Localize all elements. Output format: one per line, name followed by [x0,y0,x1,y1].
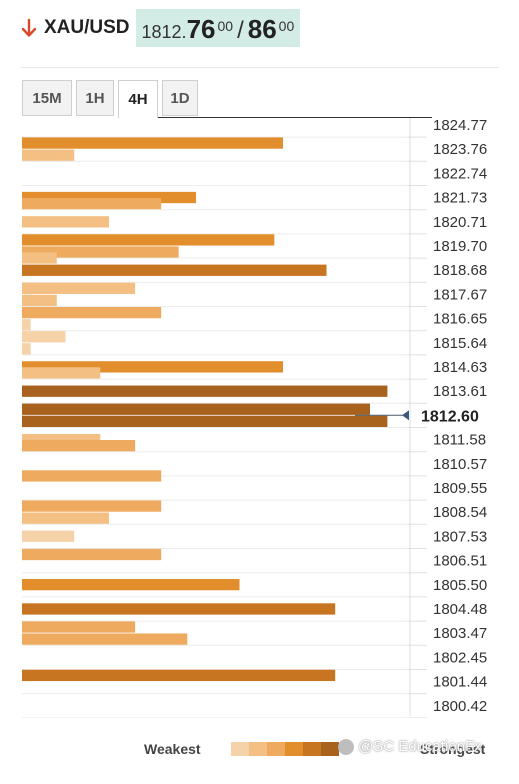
bar [22,548,162,561]
bar [22,470,162,482]
tab-1h[interactable]: 1H [76,80,114,116]
bid-fraction: 00 [217,18,234,34]
bar [22,282,136,294]
ask-fraction: 00 [278,18,295,34]
bar [22,500,162,512]
tick-label: 1816.65 [433,311,487,328]
down-arrow-icon [21,18,37,37]
current-price-pointer [402,410,409,421]
bar [22,252,57,264]
tick-label: 1823.76 [433,141,487,158]
bar [22,403,370,415]
bar [22,578,240,591]
bid-price: 76 [186,14,216,44]
social-icon [338,738,354,755]
tick-label: 1802.45 [433,649,487,666]
tab-4h[interactable]: 4H [118,80,158,118]
tick-label: 1815.64 [433,335,487,352]
bar [22,149,75,161]
strength-legend: Weakest Strongest [0,730,519,770]
tick-label: 1804.48 [433,601,487,618]
tick-label: 1822.74 [433,165,487,182]
bar [22,137,283,149]
legend-swatch [231,742,249,756]
legend-weakest-label: Weakest [144,741,201,757]
bar [22,512,109,524]
tick-label: 1800.42 [433,698,487,715]
watermark-text: @SC EducationFx [358,738,482,755]
bar [22,331,66,343]
bar [22,197,162,210]
bar [22,264,327,276]
price-header: XAU/USD 1812. 76 00 / 86 00 [20,8,301,48]
bar [22,633,188,645]
bar [22,306,162,319]
tick-label: 1805.50 [433,577,487,594]
bar [22,530,75,542]
symbol-label: XAU/USD [44,17,130,38]
price-prefix: 1812. [141,22,187,42]
bar [22,361,283,373]
tick-label: 1807.53 [433,528,487,545]
ask-price: 86 [247,14,277,44]
bar [22,246,179,258]
tick-label: 1809.55 [433,480,487,497]
tick-label: 1813.61 [433,383,487,400]
bar [22,603,336,615]
bar [22,294,57,307]
price-separator: / [237,17,244,44]
bar [22,440,136,452]
header-divider [20,67,499,68]
tick-label: 1814.63 [433,359,487,376]
bar [22,367,101,379]
tick-label: 1821.73 [433,190,487,207]
tick-label: 1810.57 [433,456,487,473]
bar [22,319,31,331]
legend-swatch [321,742,339,756]
bar [22,669,336,682]
tick-label: 1811.58 [433,432,486,449]
tick-label: 1817.67 [433,286,487,303]
legend-strongest-label: Strongest [420,741,486,757]
tab-underline [158,117,432,118]
bar [22,343,31,355]
tick-label: 1818.68 [433,262,487,279]
tab-15m[interactable]: 15M [22,80,72,116]
timeframe-tabs: 15M 1H 4H 1D [22,80,202,118]
legend-swatch [303,742,321,756]
tab-1d[interactable]: 1D [162,80,198,116]
bar [22,216,109,228]
tick-label: 1819.70 [433,238,487,255]
tick-label: 1808.54 [433,504,487,521]
tick-label: 1820.71 [433,214,487,231]
confluence-chart: 1824.77 1823.76 1822.74 1821.73 1820.71 1819.… [22,118,487,718]
bar [22,415,388,427]
bar [22,234,275,246]
tick-label: 1803.47 [433,625,487,642]
tick-label: 1801.44 [433,674,487,691]
legend-swatch [267,742,285,756]
bar [22,385,388,397]
bar [22,191,196,204]
tick-label: 1824.77 [433,118,487,134]
legend-swatch [249,742,267,756]
bar [22,621,136,633]
bar [22,433,101,446]
legend-swatch [285,742,303,756]
price-quote: 1812. 76 00 / 86 00 [135,9,301,47]
watermark: @SC EducationFx [338,738,482,755]
current-price-label: 1812.60 [421,408,479,425]
tick-label: 1806.51 [433,553,487,570]
